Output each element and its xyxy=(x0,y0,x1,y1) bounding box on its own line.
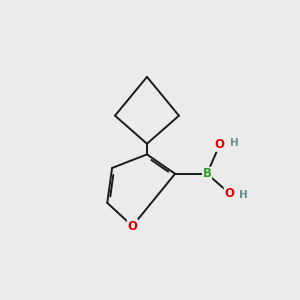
Text: B: B xyxy=(202,167,211,180)
Text: H: H xyxy=(230,138,239,148)
Text: O: O xyxy=(224,187,234,200)
Text: O: O xyxy=(214,138,225,151)
Text: H: H xyxy=(239,190,248,200)
Text: O: O xyxy=(128,220,137,232)
